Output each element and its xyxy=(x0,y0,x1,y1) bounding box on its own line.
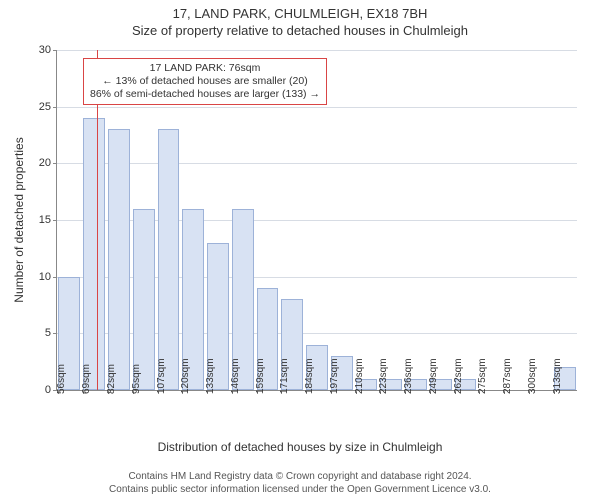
x-tick-label: 69sqm xyxy=(81,364,92,394)
x-tick-label: 275sqm xyxy=(477,358,488,394)
x-tick-label: 56sqm xyxy=(56,364,67,394)
x-tick-label: 249sqm xyxy=(428,358,439,394)
annotation-line: ← 13% of detached houses are smaller (20… xyxy=(90,75,320,88)
y-axis-label: Number of detached properties xyxy=(12,137,26,302)
histogram-bar xyxy=(83,118,105,390)
x-tick-label: 171sqm xyxy=(279,358,290,394)
y-tick-mark xyxy=(53,107,57,108)
histogram-bar xyxy=(108,129,130,390)
y-tick-mark xyxy=(53,277,57,278)
x-tick-label: 107sqm xyxy=(156,358,167,394)
chart-title-block: 17, LAND PARK, CHULMLEIGH, EX18 7BH Size… xyxy=(0,0,600,38)
gridline xyxy=(57,50,577,51)
x-tick-label: 262sqm xyxy=(453,358,464,394)
x-tick-label: 210sqm xyxy=(354,358,365,394)
annotation-line: 17 LAND PARK: 76sqm xyxy=(90,62,320,75)
y-tick-mark xyxy=(53,220,57,221)
y-tick-mark xyxy=(53,50,57,51)
x-tick-label: 146sqm xyxy=(230,358,241,394)
x-tick-label: 313sqm xyxy=(552,358,563,394)
credits-line1: Contains HM Land Registry data © Crown c… xyxy=(0,471,600,484)
y-tick-mark xyxy=(53,333,57,334)
annotation-box: 17 LAND PARK: 76sqm← 13% of detached hou… xyxy=(83,58,327,105)
x-tick-label: 300sqm xyxy=(527,358,538,394)
plot-area: 05101520253056sqm69sqm82sqm95sqm107sqm12… xyxy=(56,50,576,390)
credits-block: Contains HM Land Registry data © Crown c… xyxy=(0,471,600,496)
x-tick-label: 159sqm xyxy=(255,358,266,394)
x-tick-label: 133sqm xyxy=(205,358,216,394)
x-tick-label: 287sqm xyxy=(502,358,513,394)
x-tick-label: 95sqm xyxy=(131,364,142,394)
credits-line2: Contains public sector information licen… xyxy=(0,484,600,497)
x-tick-label: 197sqm xyxy=(329,358,340,394)
y-tick-mark xyxy=(53,163,57,164)
x-tick-label: 82sqm xyxy=(106,364,117,394)
annotation-line: 86% of semi-detached houses are larger (… xyxy=(90,88,320,101)
title-subtitle: Size of property relative to detached ho… xyxy=(0,23,600,38)
gridline xyxy=(57,107,577,108)
title-address: 17, LAND PARK, CHULMLEIGH, EX18 7BH xyxy=(0,6,600,21)
histogram-bar xyxy=(133,209,155,390)
x-tick-label: 184sqm xyxy=(304,358,315,394)
gridline xyxy=(57,163,577,164)
x-tick-label: 236sqm xyxy=(403,358,414,394)
histogram-bar xyxy=(158,129,180,390)
x-axis-label: Distribution of detached houses by size … xyxy=(0,440,600,454)
x-tick-label: 223sqm xyxy=(378,358,389,394)
histogram-plot: 05101520253056sqm69sqm82sqm95sqm107sqm12… xyxy=(56,50,577,391)
chart-container: { "header": { "line1": "17, LAND PARK, C… xyxy=(0,0,600,500)
x-tick-label: 120sqm xyxy=(180,358,191,394)
